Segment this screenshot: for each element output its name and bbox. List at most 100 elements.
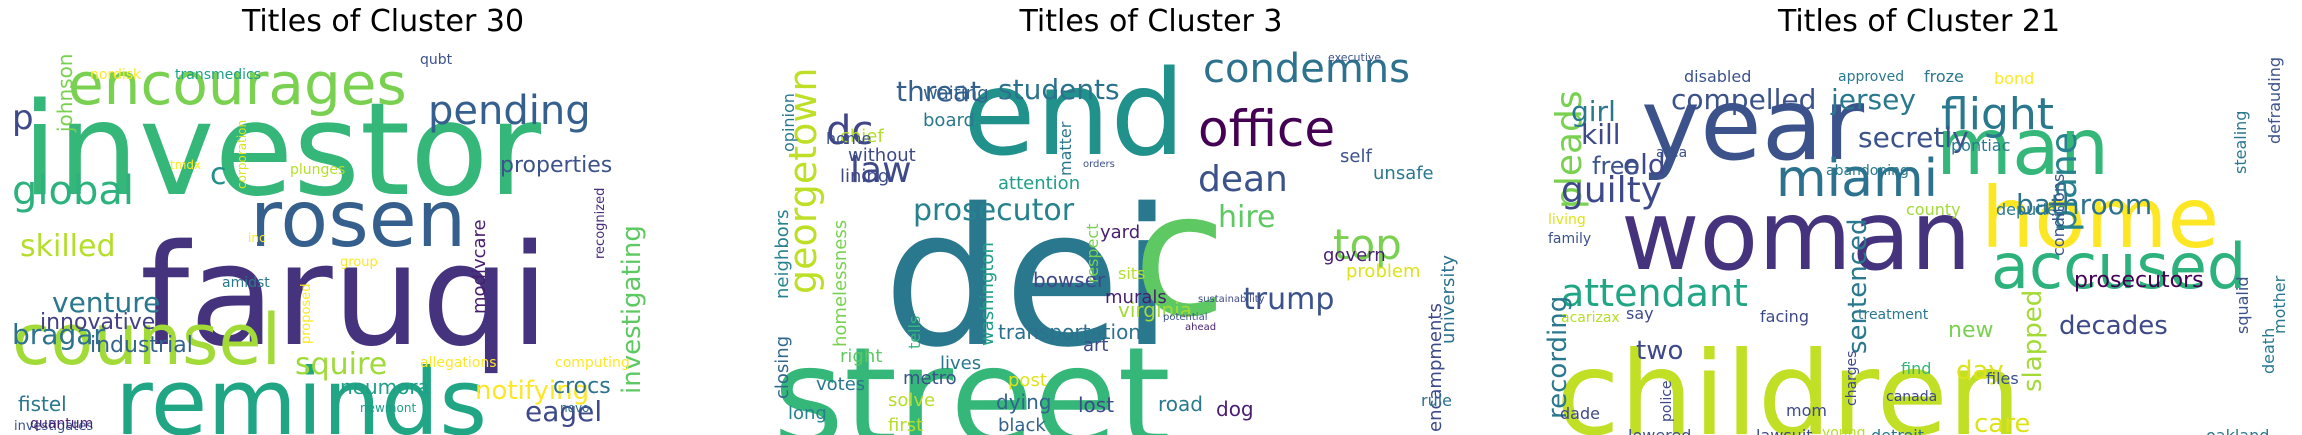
word-c: c xyxy=(210,157,227,192)
word-dc: dc xyxy=(826,108,873,154)
chart-title: Titles of Cluster 3 xyxy=(1019,4,1283,39)
word-dei: dei xyxy=(883,168,1173,389)
word-recognized: recognized xyxy=(593,188,608,259)
word-froze: froze xyxy=(1924,67,1964,86)
word-slapped: slapped xyxy=(2018,290,2048,392)
word-inc: inc xyxy=(248,231,266,245)
word-p: p xyxy=(12,98,34,138)
word-new: new xyxy=(1948,318,1993,343)
word-neumora: neumora xyxy=(340,375,430,399)
word-top: top xyxy=(1333,220,1402,269)
word-dying: dying xyxy=(996,390,1051,414)
word-deputies: deputies xyxy=(1996,200,2065,219)
word-sentenced: sentenced xyxy=(1843,219,1873,354)
word-investigates: investigates xyxy=(14,419,93,434)
word-murals: murals xyxy=(1105,287,1167,308)
word-lawsuit: lawsuit xyxy=(1756,426,1813,435)
word-police: police xyxy=(1659,380,1675,422)
word-industrial: industrial xyxy=(90,333,193,358)
word-transmedics: transmedics xyxy=(175,67,261,83)
word-executive: executive xyxy=(1328,51,1381,64)
word-pleads: pleads xyxy=(1549,90,1590,209)
word-end: end xyxy=(963,44,1185,182)
word-ahead: ahead xyxy=(1185,322,1216,333)
word-crocs: crocs xyxy=(553,374,611,399)
word-compelled: compelled xyxy=(1671,83,1816,116)
word-rosen: rosen xyxy=(250,175,466,265)
word-dade: dade xyxy=(1560,404,1600,423)
word-squalid: squalid xyxy=(2233,277,2252,334)
word-trump: trump xyxy=(1243,282,1334,317)
word-closing: closing xyxy=(772,336,793,399)
word-counsel: counsel xyxy=(12,299,281,381)
word-washington: washington xyxy=(977,242,998,346)
word-votes: votes xyxy=(816,374,865,395)
word-yard: yard xyxy=(1100,222,1140,243)
word-lost: lost xyxy=(1078,393,1114,417)
word-reminds: reminds xyxy=(115,349,487,435)
word-hire: hire xyxy=(1218,200,1275,235)
word-condemns: condemns xyxy=(1203,46,1410,92)
word-accused: accused xyxy=(1991,230,2246,303)
word-oakland: oakland xyxy=(2206,426,2269,435)
word-approved: approved xyxy=(1838,69,1904,85)
word-post: post xyxy=(1008,370,1047,391)
word-proposed: proposed xyxy=(299,284,314,345)
word-solve: solve xyxy=(888,390,935,411)
word-kill: kill xyxy=(1581,118,1621,151)
word-lives: lives xyxy=(940,353,981,374)
wordcloud-panel-1: Titles of Cluster 30 investor faruqi remin… xyxy=(0,0,766,435)
word-allegations: allegations xyxy=(420,355,497,371)
word-children: children xyxy=(1556,327,2021,435)
word-defrauding: defrauding xyxy=(2265,57,2284,144)
word-amidst: amidst xyxy=(222,275,270,291)
word-say: say xyxy=(1626,304,1654,323)
word-squire: squire xyxy=(295,347,387,382)
word-street: street xyxy=(773,319,1171,435)
word-first: first xyxy=(888,415,923,435)
word-innovative: innovative xyxy=(40,310,155,335)
word-woman: woman xyxy=(1621,180,1971,292)
word-fistel: fistel xyxy=(18,392,67,416)
word-rule: rule xyxy=(1421,391,1452,410)
word-bond: bond xyxy=(1994,69,2034,88)
word-pontiac: pontiac xyxy=(1951,136,2010,155)
word-opinion: opinion xyxy=(779,93,798,152)
word-encourages: encourages xyxy=(68,50,407,118)
word-eagel: eagel xyxy=(525,395,602,428)
word-secretly: secretly xyxy=(1858,121,1969,154)
word-prosecutors: prosecutors xyxy=(2074,268,2204,293)
word-girl: girl xyxy=(1571,95,1616,128)
word-find: find xyxy=(1901,359,1931,378)
word-metro: metro xyxy=(903,368,957,389)
word-investigating: investigating xyxy=(617,225,647,394)
word-venture: venture xyxy=(52,286,160,319)
word-self: self xyxy=(1340,146,1372,167)
word-properties: properties xyxy=(500,153,612,178)
word-disabled: disabled xyxy=(1684,67,1751,86)
word-homelessness: homelessness xyxy=(830,220,851,347)
chart-title: Titles of Cluster 21 xyxy=(1777,4,2061,39)
word-year: year xyxy=(1641,66,1865,183)
word-mom: mom xyxy=(1786,401,1827,420)
word-skilled: skilled xyxy=(20,229,116,264)
word-bragar: bragar xyxy=(12,318,105,351)
word-black: black xyxy=(998,415,1046,435)
word-art: art xyxy=(1083,335,1109,356)
word-faruqi: faruqi xyxy=(140,215,549,378)
word-files: files xyxy=(1986,369,2019,388)
word-office: office xyxy=(1198,100,1335,158)
word-c: c xyxy=(1133,157,1226,355)
wordcloud-panel-2: Titles of Cluster 3 dei street end c condemn… xyxy=(768,0,1534,435)
word-living: living xyxy=(1548,212,1586,228)
word-attendant: attendant xyxy=(1561,271,1748,315)
word-global: global xyxy=(12,168,134,214)
chart-title: Titles of Cluster 30 xyxy=(241,4,525,39)
word-decades: decades xyxy=(2059,311,2168,341)
wordcloud-panel-3: Titles of Cluster 21 year woman children ma… xyxy=(1536,0,2302,435)
word-conditions: conditions xyxy=(2049,174,2068,256)
word-computing: computing xyxy=(555,355,630,371)
word-unsafe: unsafe xyxy=(1373,163,1434,184)
